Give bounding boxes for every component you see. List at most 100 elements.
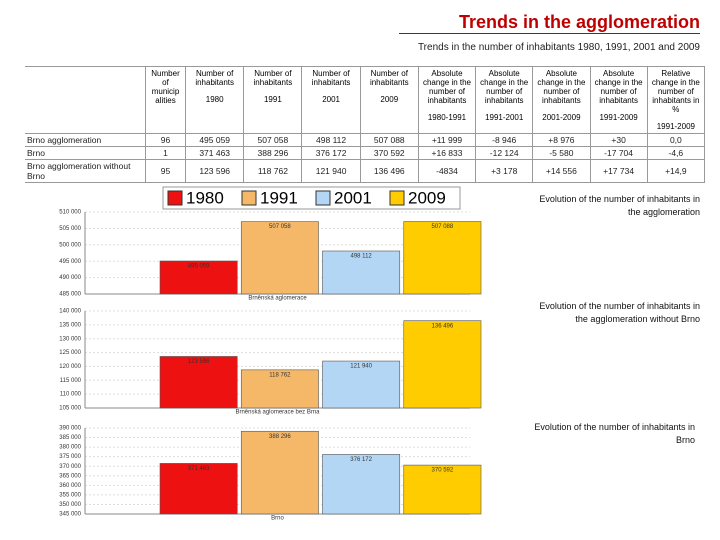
y-tick-label: 120 000 bbox=[59, 364, 81, 370]
y-tick-label: 375 000 bbox=[59, 454, 81, 460]
legend-label: 2001 bbox=[334, 188, 372, 207]
column-title: Absolute change in the number of inhabit… bbox=[422, 69, 472, 105]
column-title: Relative change in the number of inhabit… bbox=[651, 69, 700, 114]
y-tick-label: 135 000 bbox=[59, 322, 81, 328]
bar bbox=[240, 430, 319, 515]
chart-title: Evolution of the number of inhabitants i… bbox=[539, 301, 700, 324]
y-tick-label: 485 000 bbox=[59, 292, 81, 298]
bar bbox=[159, 260, 238, 295]
legend-label: 1991 bbox=[260, 188, 298, 207]
column-header: Relative change in the number of inhabit… bbox=[646, 66, 706, 134]
bar bbox=[240, 369, 319, 409]
column-title: Number of inhabitants bbox=[195, 69, 235, 87]
bar bbox=[322, 454, 401, 515]
y-tick-label: 115 000 bbox=[60, 378, 82, 384]
header-row: Number of municip alities Number of inhab… bbox=[25, 66, 706, 134]
value-label: 498 112 bbox=[351, 254, 373, 260]
column-header: Number of municip alities bbox=[144, 66, 187, 134]
value-label: 118 762 bbox=[269, 372, 291, 378]
value-label: 371 463 bbox=[188, 466, 210, 472]
y-tick-label: 105 000 bbox=[59, 406, 81, 412]
y-tick-label: 500 000 bbox=[59, 242, 81, 248]
x-axis-label: Brněnská aglomerace bez Brna bbox=[235, 410, 320, 416]
y-tick-label: 140 000 bbox=[59, 309, 81, 315]
value-label: 495 059 bbox=[188, 264, 210, 270]
y-tick-label: 390 000 bbox=[59, 426, 81, 432]
slide-title: Trends in the agglomeration bbox=[398, 12, 700, 34]
column-period: 1991-2009 bbox=[599, 113, 638, 122]
table-cell: +14,9 bbox=[646, 159, 706, 183]
y-tick-label: 110 000 bbox=[60, 392, 82, 398]
value-label: 376 172 bbox=[350, 457, 372, 463]
value-label: 507 088 bbox=[432, 224, 454, 230]
column-title: Absolute change in the number of inhabit… bbox=[537, 69, 586, 105]
table-cell: 95 bbox=[144, 159, 187, 183]
y-tick-label: 385 000 bbox=[59, 435, 81, 441]
chart-title: Evolution of the number of inhabitants i… bbox=[539, 194, 700, 217]
table-cell: +17 734 bbox=[589, 159, 648, 183]
column-period: 1980-1991 bbox=[427, 113, 467, 122]
bar bbox=[403, 320, 482, 409]
y-tick-label: 380 000 bbox=[59, 445, 81, 451]
bar bbox=[403, 464, 482, 515]
value-label: 123 596 bbox=[188, 359, 210, 365]
column-title: Number of inhabitants bbox=[253, 69, 293, 87]
y-tick-label: 490 000 bbox=[59, 275, 81, 281]
value-label: 370 592 bbox=[432, 468, 454, 474]
corner-cell bbox=[25, 66, 146, 134]
table-row: Brno agglomeration without Brno 95 123 596… bbox=[25, 159, 706, 183]
legend-swatch bbox=[389, 190, 405, 206]
x-axis-label: Brněnská aglomerace bbox=[248, 296, 307, 302]
value-label: 121 940 bbox=[350, 364, 372, 370]
legend-swatch bbox=[167, 190, 183, 206]
bar bbox=[322, 360, 401, 409]
legend-label: 2009 bbox=[408, 188, 446, 207]
y-tick-label: 345 000 bbox=[59, 512, 81, 518]
table-row: Brno 1 371 463 388 296 376 172 370 592 +16 833… bbox=[25, 146, 706, 160]
bar bbox=[403, 221, 482, 295]
chart-title: Evolution of the number of inhabitants i… bbox=[534, 422, 695, 445]
column-header: Absolute change in the number of inhabit… bbox=[589, 66, 648, 134]
table-cell: 136 496 bbox=[359, 159, 419, 183]
row-label: Brno agglomeration without Brno bbox=[25, 159, 146, 183]
column-title: Absolute change in the number of inhabit… bbox=[480, 69, 529, 105]
value-label: 136 496 bbox=[432, 323, 454, 329]
y-tick-label: 505 000 bbox=[59, 226, 81, 232]
legend-box bbox=[162, 186, 461, 210]
slide-subtitle: Trends in the number of inhabitants 1980… bbox=[417, 42, 700, 53]
column-period: 1980 bbox=[205, 95, 224, 104]
column-title: Number of inhabitants bbox=[311, 69, 351, 87]
column-header: Absolute change in the number of inhabit… bbox=[475, 66, 534, 134]
y-tick-label: 125 000 bbox=[59, 350, 81, 356]
column-period: 1991-2009 bbox=[656, 122, 695, 131]
value-label: 388 296 bbox=[269, 434, 291, 440]
column-header: Number of inhabitants 2001 bbox=[301, 66, 361, 134]
column-title: Number of municip alities bbox=[151, 69, 180, 105]
value-label: 507 058 bbox=[269, 224, 291, 230]
table-cell: +3 178 bbox=[475, 159, 534, 183]
y-tick-label: 130 000 bbox=[59, 336, 81, 342]
bar bbox=[322, 250, 401, 295]
column-period: 2001 bbox=[322, 95, 340, 104]
column-title: Number of inhabitants bbox=[369, 69, 409, 87]
column-header: Absolute change in the number of inhabit… bbox=[417, 66, 477, 134]
bar bbox=[240, 221, 319, 295]
table-row: Brno agglomeration 96 495 059 507 058 498 11… bbox=[25, 133, 706, 147]
x-axis-label: Brno bbox=[271, 516, 284, 522]
y-tick-label: 350 000 bbox=[59, 502, 81, 508]
column-period: 2009 bbox=[380, 95, 399, 104]
column-period: 2001-2009 bbox=[542, 113, 581, 122]
data-table: Number of municip alities Number of inhab… bbox=[25, 66, 706, 183]
column-period: 1991 bbox=[263, 95, 282, 104]
column-period: 1991-2001 bbox=[485, 113, 524, 122]
y-tick-label: 495 000 bbox=[59, 259, 81, 265]
legend-swatch bbox=[241, 190, 257, 206]
y-tick-label: 365 000 bbox=[59, 473, 81, 479]
legend-swatch bbox=[315, 190, 331, 206]
table-cell: 121 940 bbox=[301, 159, 361, 183]
bar bbox=[159, 356, 238, 409]
y-tick-label: 355 000 bbox=[59, 492, 81, 498]
table-cell: 123 596 bbox=[185, 159, 245, 183]
